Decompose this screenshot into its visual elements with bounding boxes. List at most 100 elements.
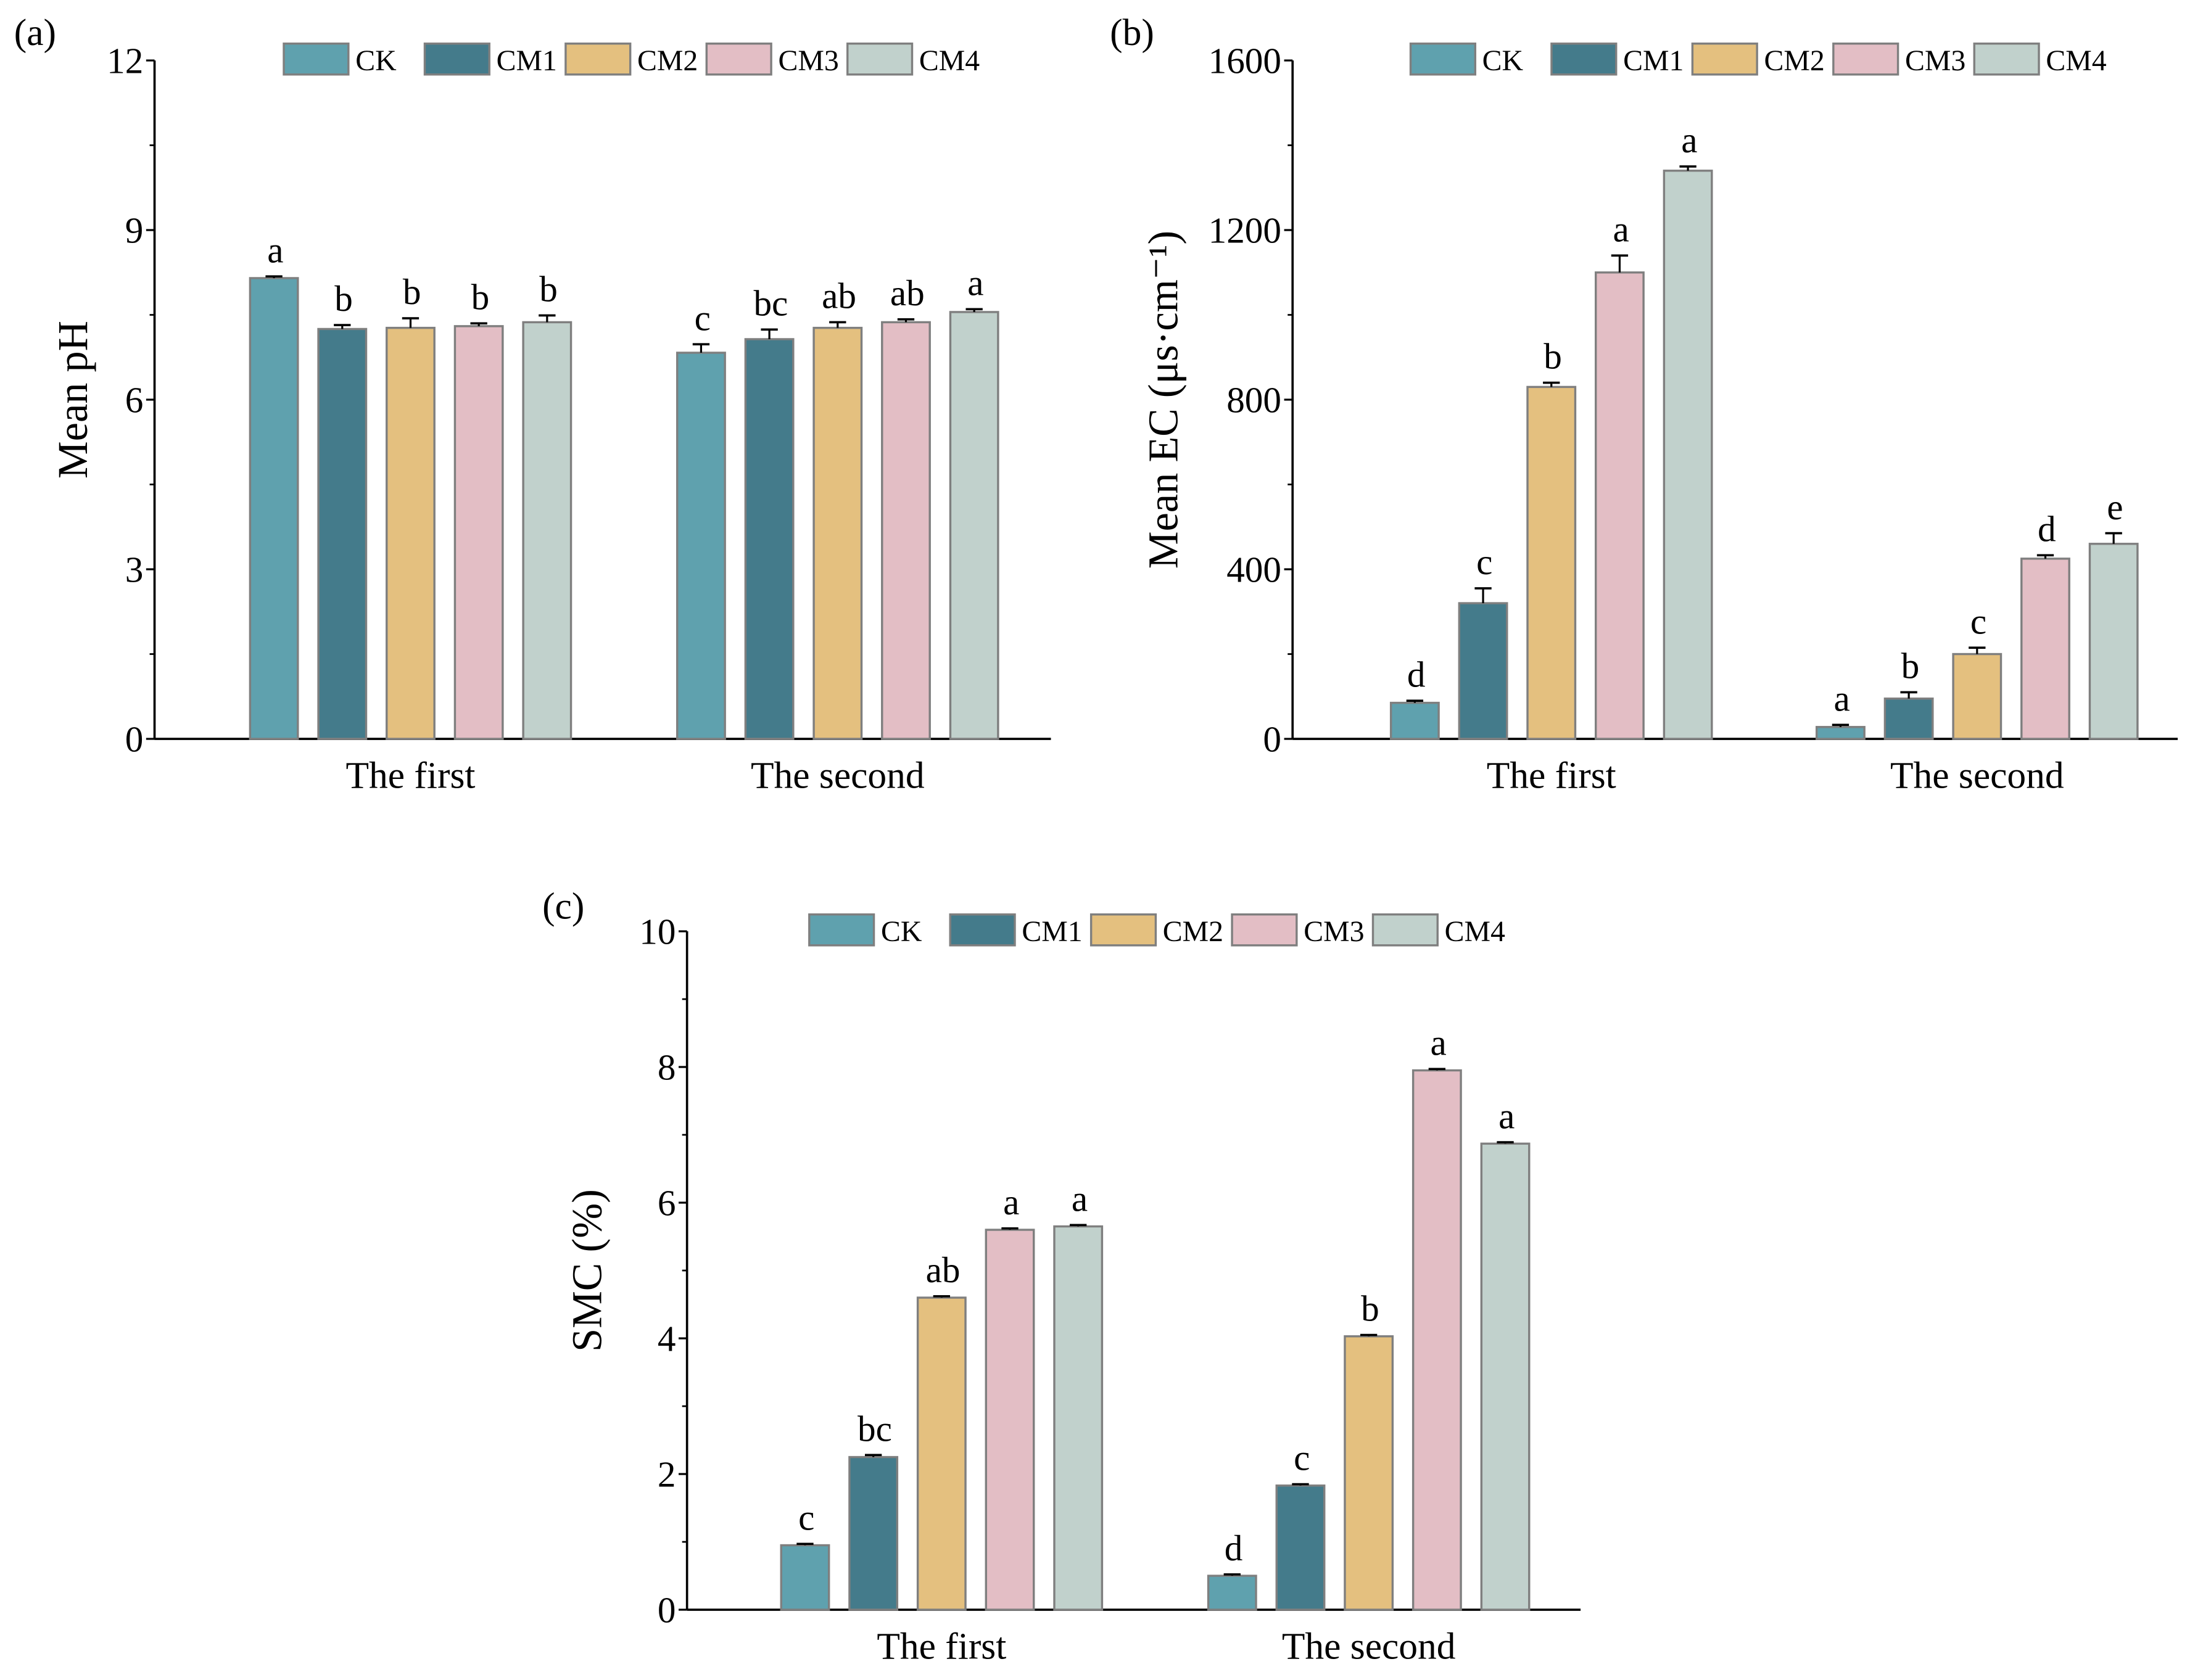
significance-letter: b xyxy=(403,271,421,312)
legend-item-cm2: CM2 xyxy=(1089,913,1223,948)
bar-cm2 xyxy=(386,326,436,740)
y-tick-label: 1600 xyxy=(1209,41,1281,81)
significance-letter: a xyxy=(1072,1179,1088,1219)
legend: CK CM1 CM2 CM3 CM4 xyxy=(283,42,980,77)
y-tick-label: 6 xyxy=(658,1183,676,1224)
legend-item-cm1: CM1 xyxy=(1550,42,1684,77)
legend-item-cm4: CM4 xyxy=(846,42,980,77)
panel-label: (c) xyxy=(542,886,584,928)
bar-cm3 xyxy=(2020,558,2070,740)
significance-letter: ab xyxy=(890,273,925,313)
significance-letter: ab xyxy=(822,276,856,316)
bar-cm2 xyxy=(812,326,863,740)
legend-label: CM2 xyxy=(637,44,698,77)
legend-item-cm3: CM3 xyxy=(1231,913,1365,948)
legend-item-cm2: CM2 xyxy=(1691,42,1825,77)
x-category-label: The first xyxy=(345,755,475,797)
legend-label: CM4 xyxy=(1445,915,1505,948)
legend-label: CM2 xyxy=(1764,44,1825,77)
legend-swatch xyxy=(423,42,490,76)
legend-label: CM1 xyxy=(1623,44,1684,77)
y-tick-label: 6 xyxy=(125,380,144,421)
legend-item-cm3: CM3 xyxy=(1832,42,1965,77)
significance-letter: d xyxy=(1225,1528,1243,1568)
significance-letter: b xyxy=(1901,646,1920,686)
panel-label: (b) xyxy=(1110,12,1154,54)
legend-swatch xyxy=(1973,42,2040,76)
legend-item-cm4: CM4 xyxy=(1973,42,2107,77)
significance-letter: a xyxy=(967,263,983,303)
y-tick-label: 400 xyxy=(1226,550,1281,590)
significance-letter: a xyxy=(1681,120,1697,160)
significance-letter: c xyxy=(1970,601,1986,641)
legend-item-cm1: CM1 xyxy=(949,913,1083,948)
legend-swatch xyxy=(808,913,875,947)
bar-ck xyxy=(249,277,299,740)
y-tick-label: 0 xyxy=(1263,719,1281,760)
bar-cm1 xyxy=(848,1456,899,1611)
legend-swatch xyxy=(564,42,632,76)
significance-letter: b xyxy=(471,277,490,318)
chart-panel-a: (a) 0 3 6 9 12 Mean pH The first The second a c b bc… xyxy=(14,12,1051,797)
bar-cm3 xyxy=(1411,1069,1462,1611)
significance-letter: d xyxy=(2038,509,2056,550)
legend-swatch xyxy=(1231,913,1298,947)
significance-letter: d xyxy=(1407,654,1426,694)
x-category-label: The first xyxy=(877,1626,1006,1668)
legend-item-ck: CK xyxy=(808,913,922,948)
x-category-label: The second xyxy=(1282,1626,1456,1668)
significance-letter: ab xyxy=(926,1250,961,1290)
bar-cm1 xyxy=(1275,1484,1326,1611)
legend-item-ck: CK xyxy=(1409,42,1524,77)
legend-item-cm3: CM3 xyxy=(705,42,839,77)
significance-letter: b xyxy=(1544,336,1562,377)
legend-item-cm4: CM4 xyxy=(1371,913,1505,948)
significance-letter: a xyxy=(1430,1023,1446,1063)
bar-ck xyxy=(1816,726,1866,740)
significance-letter: a xyxy=(1613,209,1629,250)
legend-swatch xyxy=(1550,42,1618,76)
bar-ck xyxy=(676,352,726,740)
significance-letter: b xyxy=(1361,1288,1379,1329)
legend-label: CM3 xyxy=(1905,44,1965,77)
bar-cm4 xyxy=(2088,543,2139,740)
bar-cm4 xyxy=(522,321,572,740)
significance-letter: c xyxy=(798,1497,814,1538)
legend-swatch xyxy=(1691,42,1758,76)
significance-letter: c xyxy=(1476,541,1492,582)
y-tick-label: 10 xyxy=(639,912,676,952)
bar-cm3 xyxy=(453,325,504,740)
legend: CK CM1 CM2 CM3 CM4 xyxy=(808,913,1505,948)
legend-swatch xyxy=(705,42,772,76)
significance-letter: b xyxy=(539,269,558,310)
x-category-label: The first xyxy=(1487,755,1616,797)
legend-item-ck: CK xyxy=(283,42,397,77)
legend-label: CM1 xyxy=(497,44,557,77)
bar-cm2 xyxy=(1952,653,2003,740)
legend-label: CM1 xyxy=(1022,915,1082,948)
legend-label: CM2 xyxy=(1163,915,1223,948)
significance-letter: a xyxy=(1498,1095,1515,1136)
chart-panel-b: (b) 0 400 800 1200 1600 Mean EC (μs·cm⁻¹) The f… xyxy=(1110,12,2178,797)
legend: CK CM1 CM2 CM3 CM4 xyxy=(1409,42,2107,77)
y-axis-label: Mean EC (μs·cm⁻¹) xyxy=(1139,231,1186,569)
y-tick-label: 1200 xyxy=(1209,210,1281,251)
bar-cm1 xyxy=(1883,698,1934,740)
y-tick-label: 8 xyxy=(658,1047,676,1088)
legend-label: CK xyxy=(881,915,922,948)
bar-cm3 xyxy=(1594,271,1645,740)
significance-letter: b xyxy=(334,278,353,319)
y-tick-label: 4 xyxy=(658,1319,676,1359)
legend-item-cm2: CM2 xyxy=(564,42,698,77)
legend-label: CM4 xyxy=(919,44,980,77)
significance-letter: a xyxy=(1834,678,1850,719)
legend-swatch xyxy=(949,913,1016,947)
bar-cm4 xyxy=(1663,170,1713,740)
significance-letter: a xyxy=(267,229,283,270)
legend-swatch xyxy=(1371,913,1439,947)
significance-letter: e xyxy=(2107,487,2123,527)
significance-letter: c xyxy=(695,297,711,338)
